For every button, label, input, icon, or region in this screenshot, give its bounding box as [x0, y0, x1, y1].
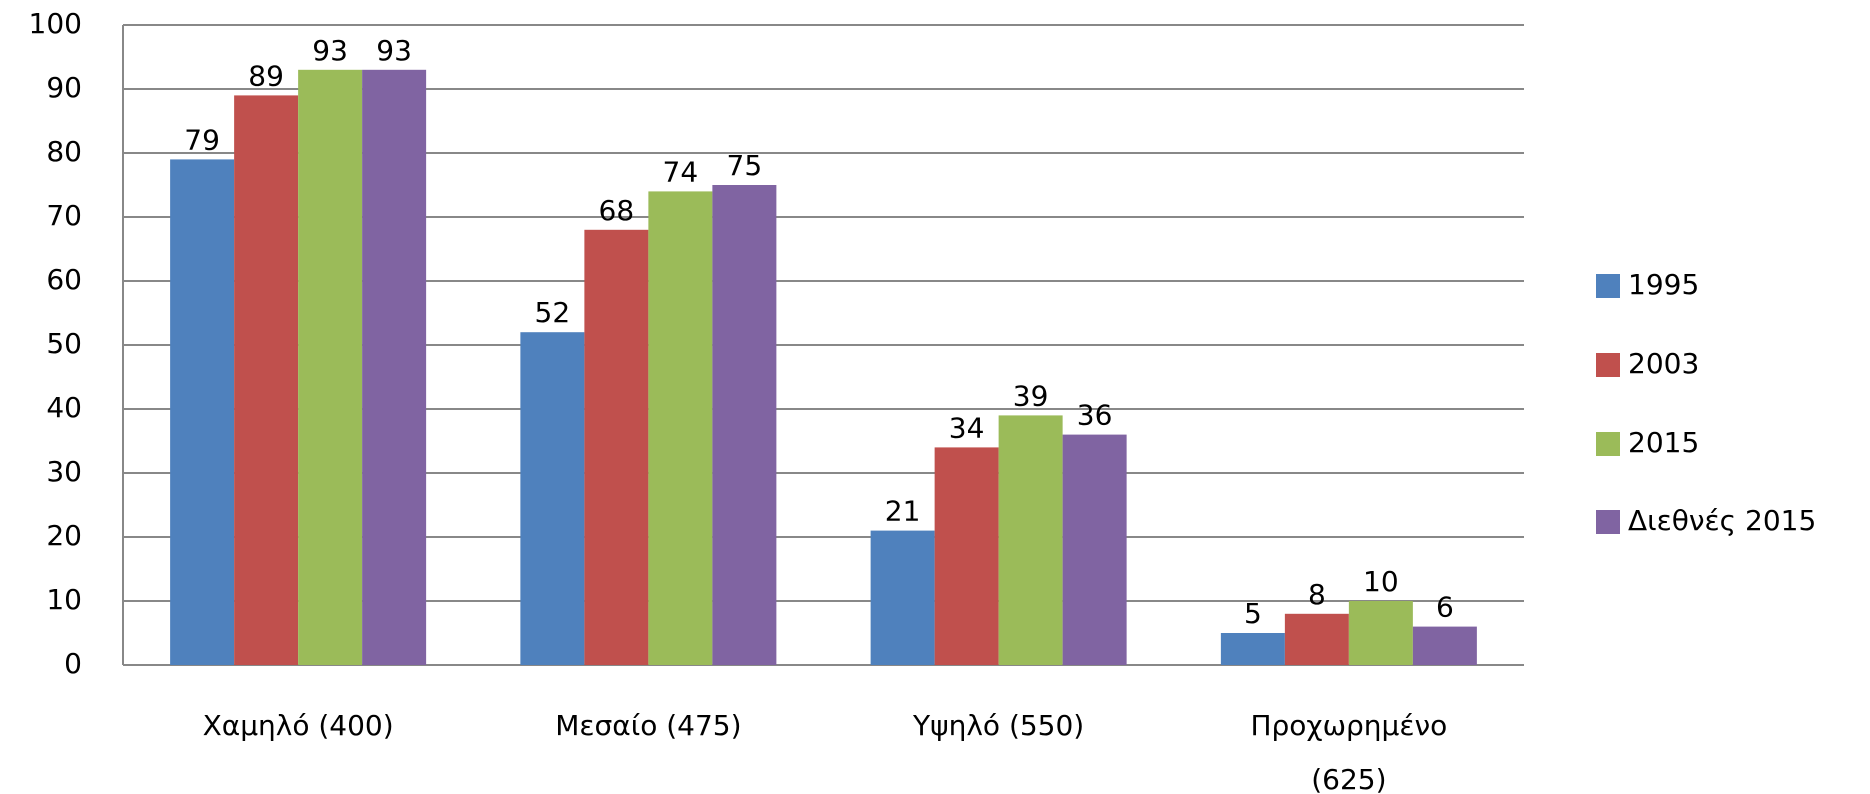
bar — [1284, 613, 1349, 665]
y-tick-label: 40 — [46, 391, 82, 424]
bar — [1348, 601, 1413, 665]
data-label: 6 — [1436, 591, 1454, 624]
y-tick-label: 100 — [29, 7, 82, 40]
y-tick-label: 90 — [46, 71, 82, 104]
data-label: 68 — [599, 194, 635, 227]
x-tick-label-line: Προχωρημένο — [1250, 709, 1447, 742]
x-tick-label: Υψηλό (550) — [912, 709, 1084, 742]
bar — [648, 191, 713, 665]
bar — [1220, 633, 1285, 665]
data-label: 89 — [248, 59, 284, 92]
data-label: 74 — [663, 155, 699, 188]
legend-swatch — [1596, 274, 1620, 298]
legend-label: 1995 — [1628, 268, 1699, 301]
bar — [234, 95, 299, 665]
x-tick-label-line: (625) — [1311, 763, 1386, 794]
bar — [170, 159, 235, 665]
data-label: 10 — [1363, 565, 1399, 598]
x-tick-label: Μεσαίο (475) — [555, 709, 741, 742]
bar — [934, 447, 999, 665]
y-tick-label: 50 — [46, 327, 82, 360]
y-tick-label: 0 — [64, 647, 82, 680]
data-label: 39 — [1013, 379, 1049, 412]
y-tick-label: 70 — [46, 199, 82, 232]
y-tick-label: 80 — [46, 135, 82, 168]
y-tick-label: 60 — [46, 263, 82, 296]
bar — [1062, 434, 1127, 665]
bar — [520, 332, 585, 665]
legend-swatch — [1596, 353, 1620, 377]
bar — [584, 229, 649, 666]
bar — [362, 69, 427, 666]
legend-label: 2003 — [1628, 347, 1699, 380]
data-label: 75 — [727, 149, 763, 182]
legend-label: 2015 — [1628, 426, 1699, 459]
bar — [870, 530, 935, 665]
data-label: 8 — [1308, 578, 1326, 611]
data-label: 21 — [885, 495, 921, 528]
bar — [298, 69, 363, 666]
bar — [712, 185, 777, 665]
data-label: 79 — [184, 123, 220, 156]
y-tick-label: 20 — [46, 519, 82, 552]
data-label: 36 — [1077, 399, 1113, 432]
data-label: 34 — [949, 411, 985, 444]
x-tick-label: Προχωρημένο (625) — [1250, 709, 1447, 794]
legend-swatch — [1596, 432, 1620, 456]
bar — [1412, 626, 1477, 665]
legend-swatch — [1596, 510, 1620, 534]
data-label: 5 — [1244, 597, 1262, 630]
bar — [998, 415, 1063, 665]
data-label: 52 — [535, 296, 571, 329]
legend-label: Διεθνές 2015 — [1628, 504, 1816, 537]
y-tick-label: 10 — [46, 583, 82, 616]
data-label: 93 — [312, 34, 348, 67]
x-tick-label: Χαμηλό (400) — [203, 709, 394, 742]
data-label: 93 — [376, 34, 412, 67]
y-tick-label: 30 — [46, 455, 82, 488]
